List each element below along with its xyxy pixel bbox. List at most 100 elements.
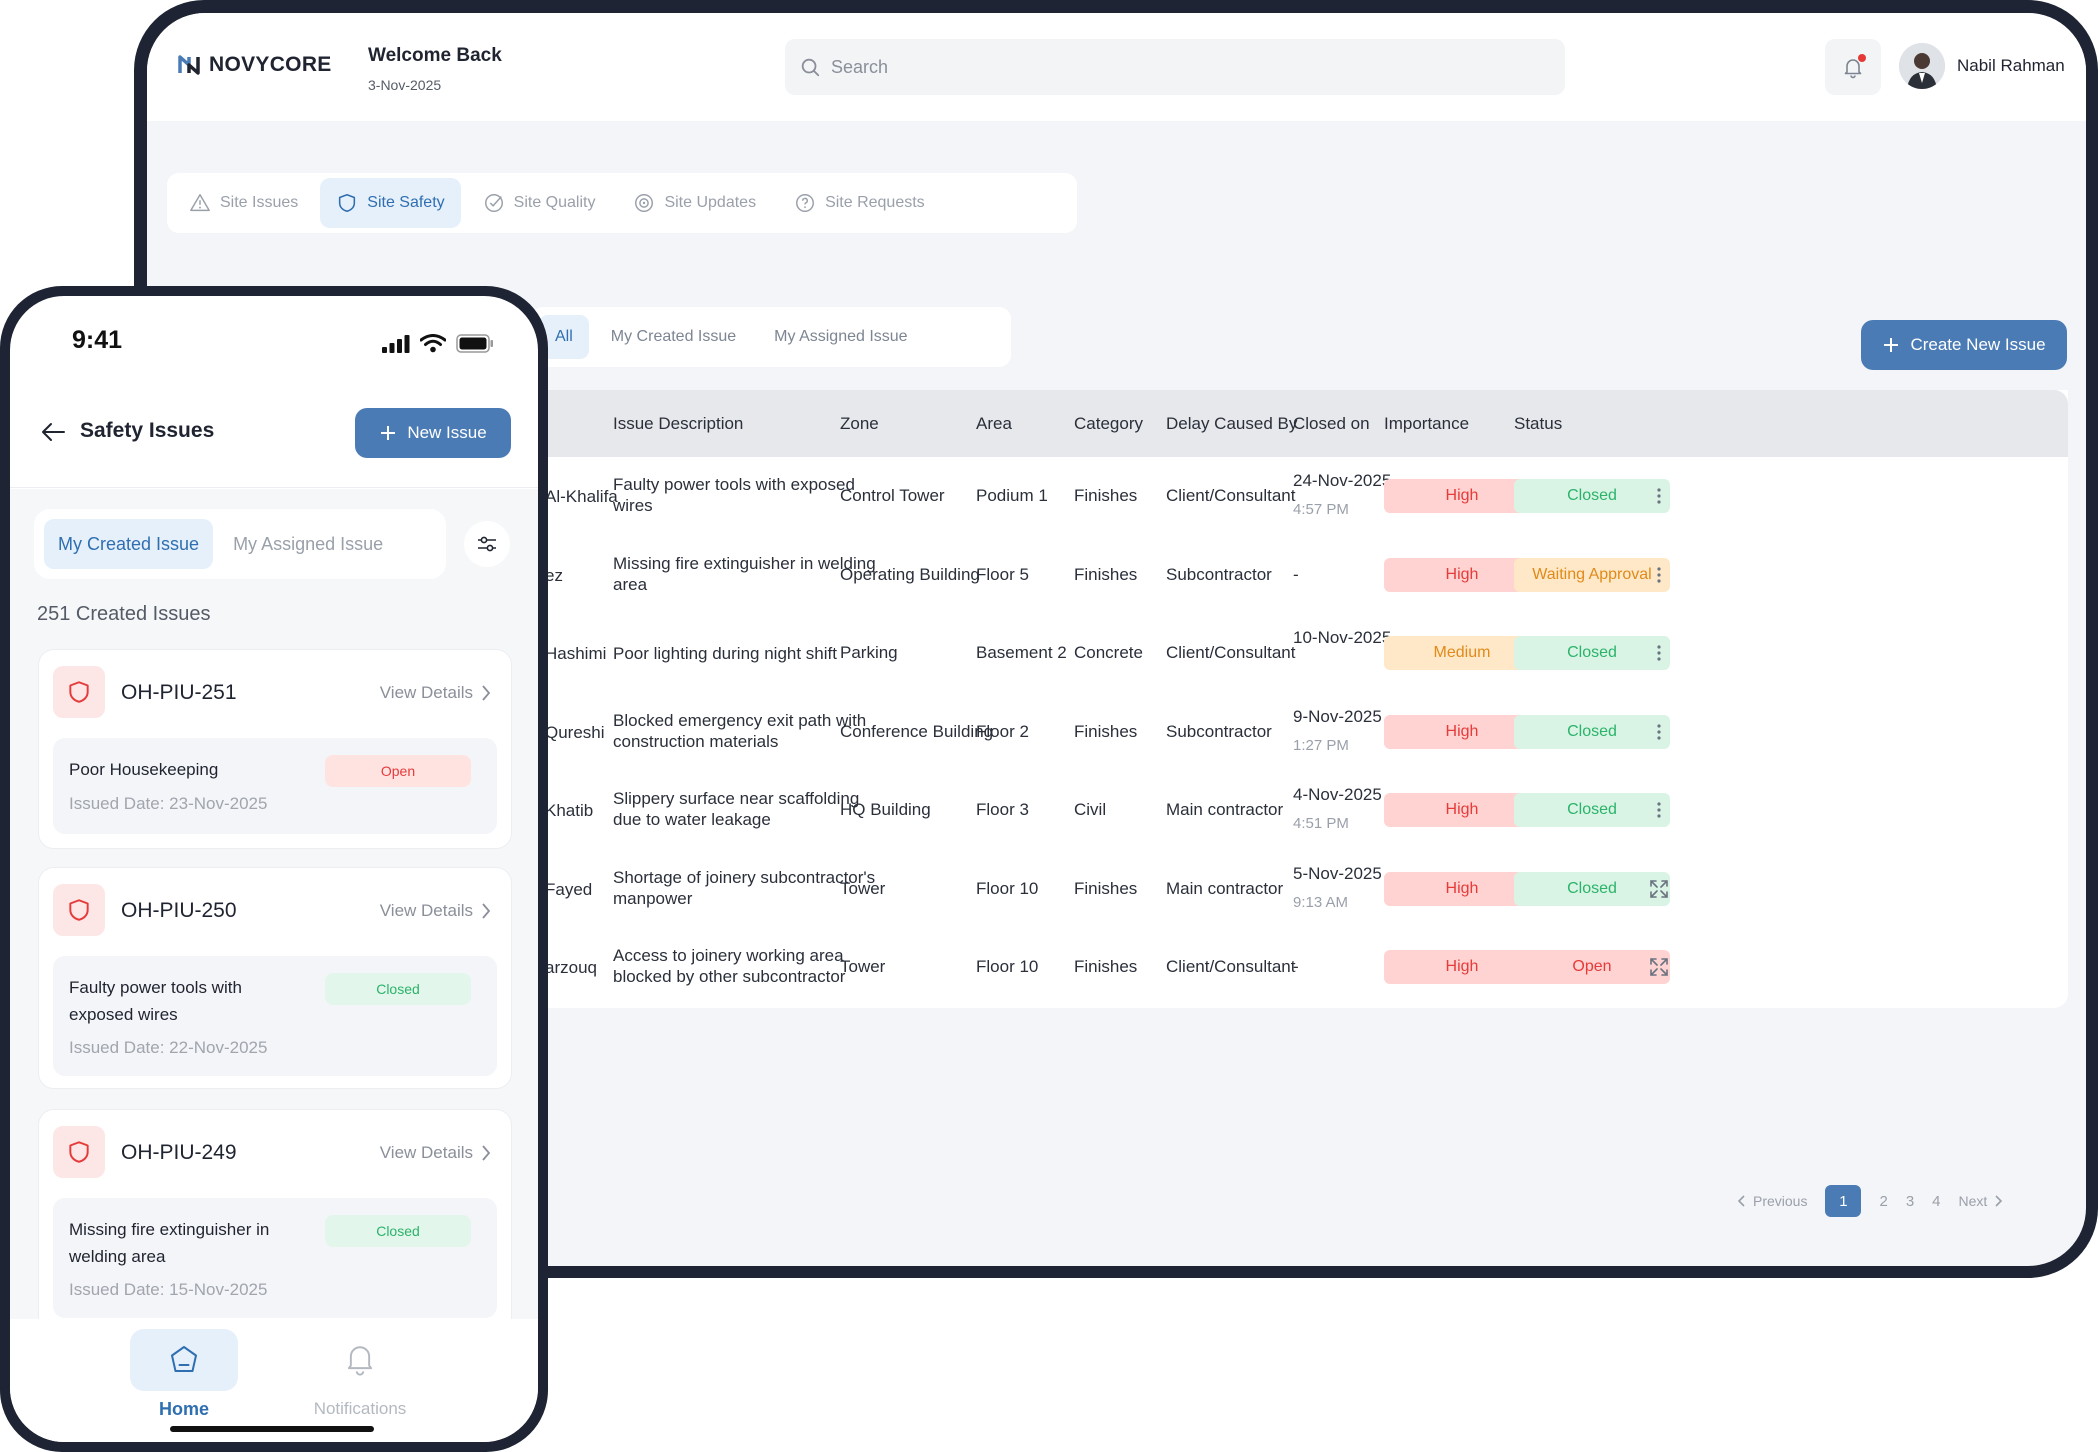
category-cell: Finishes bbox=[1074, 564, 1138, 584]
new-issue-button[interactable]: New Issue bbox=[355, 408, 511, 458]
view-details-link[interactable]: View Details bbox=[380, 1143, 491, 1163]
column-header[interactable]: Issue Description bbox=[613, 414, 744, 433]
column-header[interactable]: Status bbox=[1514, 414, 1563, 433]
brand-logo[interactable]: NOVYCORE bbox=[177, 53, 332, 77]
issue-card[interactable]: OH-PIU-249 View Details Missing fire ext… bbox=[38, 1109, 512, 1339]
table-row[interactable]: Fayed Shortage of joinery subcontractor's… bbox=[147, 850, 2068, 928]
next-page-button[interactable]: Next bbox=[1959, 1193, 2004, 1209]
more-options-icon[interactable] bbox=[1644, 560, 1674, 590]
filter-button[interactable] bbox=[464, 521, 510, 567]
column-header[interactable]: Zone bbox=[840, 414, 879, 433]
column-header[interactable]: Closed on bbox=[1293, 414, 1370, 433]
tab-site-quality[interactable]: Site Quality bbox=[467, 178, 612, 228]
table-row[interactable]: ez Missing fire extinguisher in welding ar… bbox=[147, 536, 2068, 614]
issue-description: Shortage of joinery subcontractor's bbox=[613, 867, 876, 887]
column-header[interactable]: Delay Caused By bbox=[1166, 414, 1298, 433]
notification-button[interactable] bbox=[1825, 39, 1881, 95]
view-details-label: View Details bbox=[379, 683, 473, 702]
tab-site-updates[interactable]: Site Updates bbox=[617, 178, 772, 228]
create-new-issue-button[interactable]: Create New Issue bbox=[1861, 320, 2067, 370]
back-button[interactable] bbox=[40, 421, 66, 443]
issue-description: area bbox=[613, 574, 648, 594]
search-icon bbox=[801, 58, 820, 77]
tab-site-issues[interactable]: Site Issues bbox=[173, 178, 314, 228]
status-badge: Closed bbox=[1514, 793, 1670, 827]
table-row[interactable]: Khatib Slippery surface near scaffolding d… bbox=[147, 771, 2068, 849]
pagination: Previous 1 2 3 4 Next bbox=[1737, 1185, 2003, 1217]
view-details-link[interactable]: View Details bbox=[380, 901, 491, 921]
category-cell: Concrete bbox=[1074, 643, 1143, 662]
issue-description: Blocked emergency exit path with bbox=[613, 710, 867, 730]
category-cell: Finishes bbox=[1074, 957, 1138, 976]
area-cell: Podium 1 bbox=[976, 486, 1048, 505]
tab-site-safety[interactable]: Site Safety bbox=[320, 178, 461, 228]
page-1[interactable]: 1 bbox=[1825, 1185, 1862, 1217]
search-bar[interactable] bbox=[785, 39, 1565, 95]
search-input[interactable] bbox=[831, 56, 1521, 78]
status-badge: Closed bbox=[1514, 479, 1670, 513]
column-header[interactable]: Category bbox=[1074, 414, 1143, 433]
zone-cell: Control Tower bbox=[840, 486, 945, 505]
issue-description: Faulty power tools with exposed bbox=[613, 475, 855, 494]
more-options-icon[interactable] bbox=[1644, 717, 1674, 747]
closed-date: - bbox=[1293, 957, 1299, 976]
issue-card[interactable]: OH-PIU-250 View Details Faulty power too… bbox=[38, 867, 512, 1089]
tab-my-assigned-issue[interactable]: My Assigned Issue bbox=[233, 533, 384, 554]
previous-label: Previous bbox=[1753, 1193, 1808, 1209]
closed-date: 10-Nov-2025 bbox=[1293, 628, 1392, 647]
page-3[interactable]: 3 bbox=[1905, 1192, 1915, 1210]
nav-home-label[interactable]: Home bbox=[158, 1399, 209, 1419]
phone-header: Safety Issues New Issue bbox=[10, 388, 538, 488]
issue-title: Missing fire extinguisher in welding are… bbox=[69, 1220, 270, 1266]
table-row[interactable]: Al-Khalifa Faulty power tools with expose… bbox=[147, 457, 2068, 535]
sliders-icon bbox=[478, 536, 496, 552]
previous-page-button[interactable]: Previous bbox=[1737, 1193, 1807, 1209]
issued-date: Issued Date: 15-Nov-2025 bbox=[69, 1280, 268, 1299]
page-4[interactable]: 4 bbox=[1932, 1192, 1941, 1210]
issue-card[interactable]: OH-PIU-251 View Details Poor Housekeepin… bbox=[38, 649, 512, 849]
zone-cell: Parking bbox=[840, 643, 898, 662]
issue-filter-tabs: All My Created Issue My Assigned Issue bbox=[531, 307, 1011, 367]
column-header[interactable]: Area bbox=[976, 414, 1012, 433]
bottom-navigation: Home Notifications bbox=[10, 1319, 538, 1442]
closed-date: - bbox=[1293, 564, 1299, 584]
issue-summary: Poor Housekeeping Open Issued Date: 23-N… bbox=[53, 738, 497, 834]
more-options-icon[interactable] bbox=[1644, 795, 1674, 825]
tab-my-created-issue[interactable]: My Created Issue bbox=[44, 519, 214, 569]
status-icons bbox=[382, 334, 494, 353]
table-row[interactable]: Hashimi Poor lighting during night shift P… bbox=[147, 614, 2068, 692]
more-options-icon[interactable] bbox=[1644, 638, 1674, 668]
battery-icon bbox=[456, 334, 493, 353]
more-options-icon[interactable] bbox=[1644, 481, 1674, 511]
issue-id: OH-PIU-250 bbox=[121, 899, 237, 922]
issue-id: OH-PIU-251 bbox=[121, 681, 237, 704]
status-badge: Closed bbox=[325, 973, 471, 1005]
column-header[interactable]: Importance bbox=[1384, 414, 1470, 433]
tab-my-assigned-issue[interactable]: My Assigned Issue bbox=[774, 328, 908, 345]
nav-home-button[interactable] bbox=[130, 1329, 238, 1391]
nav-notifications-button[interactable] bbox=[306, 1333, 414, 1385]
user-menu[interactable]: Nabil Rahman bbox=[1899, 43, 2065, 89]
shield-icon bbox=[339, 193, 356, 213]
assignee-name: Fayed bbox=[545, 879, 593, 899]
tab-site-requests[interactable]: Site Requests bbox=[778, 178, 941, 228]
shield-badge bbox=[53, 666, 105, 718]
status-badge: Open bbox=[325, 755, 471, 787]
main-tabs: Site Issues Site Safety Site Quality Sit… bbox=[167, 173, 1077, 233]
tab-my-created-issue[interactable]: My Created Issue bbox=[610, 328, 737, 345]
table-row[interactable]: arzouq Access to joinery working area bloc… bbox=[147, 928, 2068, 1006]
issued-date: Issued Date: 22-Nov-2025 bbox=[69, 1038, 268, 1057]
expand-icon[interactable] bbox=[1644, 874, 1674, 904]
nav-notifications-label[interactable]: Notifications bbox=[313, 1399, 407, 1418]
expand-icon[interactable] bbox=[1644, 952, 1674, 982]
chevron-left-icon bbox=[1737, 1195, 1745, 1207]
page-2[interactable]: 2 bbox=[1879, 1192, 1888, 1210]
status-badge: Closed bbox=[1514, 714, 1670, 749]
assignee-name: Al-Khalifa bbox=[545, 487, 618, 506]
area-cell: Floor 10 bbox=[976, 878, 1039, 898]
issue-description: manpower bbox=[613, 888, 693, 908]
assignee-name: Khatib bbox=[545, 801, 594, 820]
tab-label: Site Requests bbox=[825, 194, 925, 211]
view-details-link[interactable]: View Details bbox=[380, 683, 491, 703]
table-row[interactable]: Qureshi Blocked emergency exit path with c… bbox=[147, 693, 2068, 771]
